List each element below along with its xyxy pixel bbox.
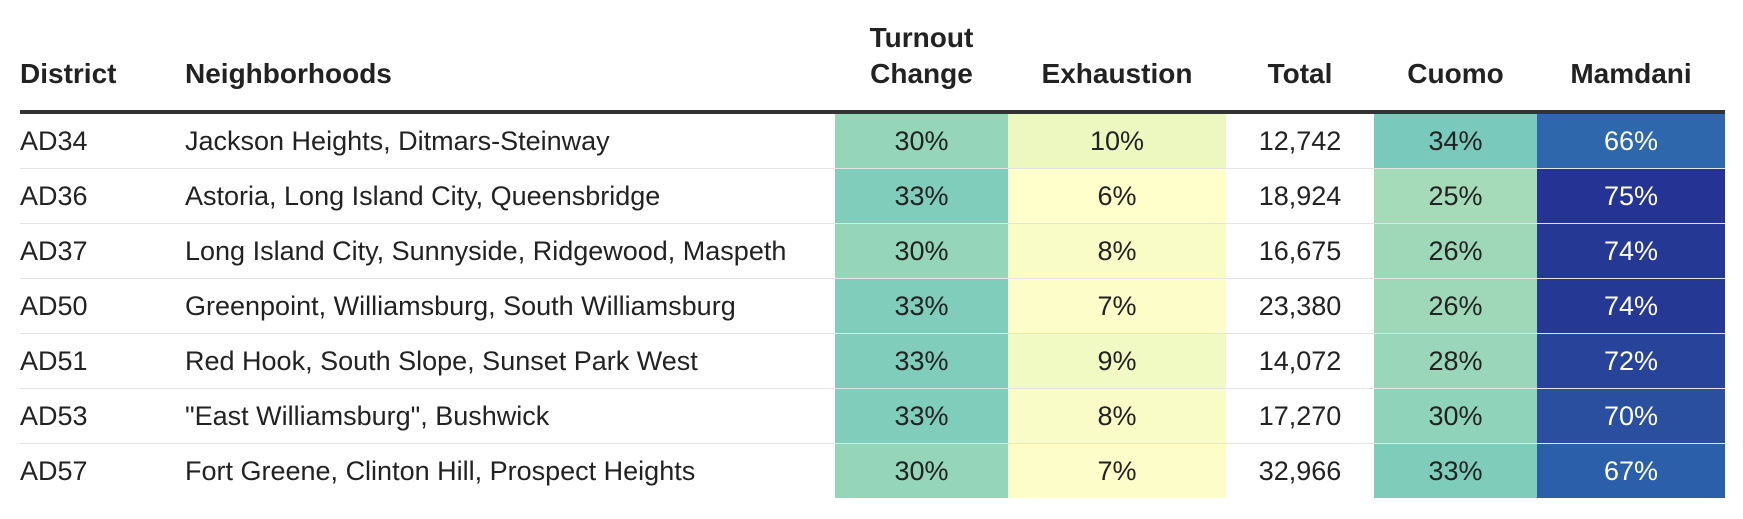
cell-cuomo: 30%	[1374, 388, 1537, 444]
header-neighborhoods: Neighborhoods	[185, 20, 835, 114]
cell-cuomo: 34%	[1374, 112, 1537, 169]
cell-exhaustion: 7%	[1008, 278, 1226, 334]
cell-mamdani: 74%	[1537, 278, 1725, 334]
cell-cuomo: 33%	[1374, 443, 1537, 498]
cell-exhaustion: 7%	[1008, 443, 1226, 498]
cell-neighborhoods: Greenpoint, Williamsburg, South Williams…	[185, 278, 835, 334]
cell-mamdani: 74%	[1537, 223, 1725, 279]
cell-turnout-change: 33%	[835, 388, 1008, 444]
cell-total: 18,924	[1226, 168, 1374, 224]
cell-exhaustion: 8%	[1008, 388, 1226, 444]
table-row: AD36 Astoria, Long Island City, Queensbri…	[20, 168, 1725, 224]
cell-district: AD57	[20, 455, 88, 486]
cell-neighborhoods: Jackson Heights, Ditmars-Steinway	[185, 112, 835, 169]
table-row: AD51 Red Hook, South Slope, Sunset Park W…	[20, 333, 1725, 389]
cell-neighborhoods: "East Williamsburg", Bushwick	[185, 388, 835, 444]
cell-district: AD51	[20, 333, 185, 389]
cell-total: 17,270	[1226, 388, 1374, 444]
results-table-wrapper: District Neighborhoods Turnout Change Exh…	[20, 20, 1725, 498]
header-row: District Neighborhoods Turnout Change Exh…	[20, 20, 1725, 114]
cell-mamdani: 67%	[1537, 443, 1725, 498]
cell-cuomo: 28%	[1374, 333, 1537, 389]
cell-neighborhoods: Long Island City, Sunnyside, Ridgewood, …	[185, 223, 835, 279]
table-row: AD37 Long Island City, Sunnyside, Ridgewo…	[20, 223, 1725, 279]
cell-exhaustion: 6%	[1008, 168, 1226, 224]
cell-turnout-change: 30%	[835, 112, 1008, 169]
table-row: AD34 Jackson Heights, Ditmars-Steinway 30%…	[20, 112, 1725, 169]
cell-district: AD34	[20, 112, 185, 169]
cell-total: 32,966	[1258, 455, 1342, 486]
cell-exhaustion: 8%	[1008, 223, 1226, 279]
cell-cuomo: 26%	[1374, 223, 1537, 279]
cell-mamdani: 75%	[1537, 168, 1725, 224]
cell-total: 14,072	[1226, 333, 1374, 389]
cell-total: 23,380	[1226, 278, 1374, 334]
cell-neighborhoods: Fort Greene, Clinton Hill, Prospect Heig…	[185, 455, 696, 486]
cell-turnout-change: 33%	[835, 278, 1008, 334]
cell-district: AD36	[20, 168, 185, 224]
table-row: AD50 Greenpoint, Williamsburg, South Will…	[20, 278, 1725, 334]
cell-mamdani: 66%	[1537, 112, 1725, 169]
header-district: District	[20, 20, 185, 114]
cell-turnout-change: 33%	[835, 333, 1008, 389]
cell-exhaustion: 9%	[1008, 333, 1226, 389]
cell-neighborhoods: Astoria, Long Island City, Queensbridge	[185, 168, 835, 224]
cell-neighborhoods: Red Hook, South Slope, Sunset Park West	[185, 333, 835, 389]
cell-total: 12,742	[1226, 112, 1374, 169]
table-row: AD53 "East Williamsburg", Bushwick 33% 8% 17…	[20, 388, 1725, 444]
cell-turnout-change: 30%	[835, 443, 1008, 498]
cell-district: AD37	[20, 223, 185, 279]
cell-district: AD50	[20, 278, 185, 334]
cell-turnout-change: 30%	[835, 223, 1008, 279]
cell-turnout-change: 33%	[835, 168, 1008, 224]
results-table: District Neighborhoods Turnout Change Exh…	[20, 20, 1725, 498]
cell-district: AD53	[20, 388, 185, 444]
table-row: AD57 Fort Greene, Clinton Hill, Prospect …	[20, 443, 1725, 498]
cell-cuomo: 25%	[1374, 168, 1537, 224]
header-total: Total	[1226, 20, 1374, 114]
cell-cuomo: 26%	[1374, 278, 1537, 334]
cell-exhaustion: 10%	[1008, 112, 1226, 169]
header-turnout-change: Turnout Change	[835, 20, 1008, 114]
cell-mamdani: 70%	[1537, 388, 1725, 444]
header-exhaustion: Exhaustion	[1008, 20, 1226, 114]
header-mamdani: Mamdani	[1537, 20, 1725, 114]
header-cuomo: Cuomo	[1374, 20, 1537, 114]
cell-mamdani: 72%	[1537, 333, 1725, 389]
cell-total: 16,675	[1226, 223, 1374, 279]
table-body: AD34 Jackson Heights, Ditmars-Steinway 30%…	[20, 112, 1725, 498]
